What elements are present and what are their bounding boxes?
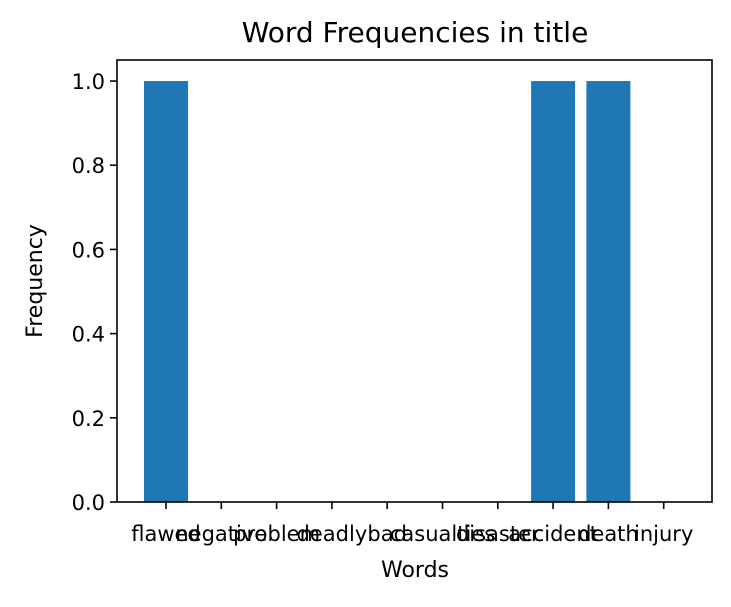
x-tick-label-negative: negative [175, 522, 267, 546]
y-tick-label: 0.4 [72, 323, 105, 347]
x-tick-label-deadly: deadly [297, 522, 368, 546]
bar-death [586, 81, 631, 503]
y-tick-label: 0.2 [72, 407, 105, 431]
x-tick-label-casualties: casualties [390, 522, 495, 546]
x-tick-label-problem: problem [233, 522, 320, 546]
x-tick-label-flawed: flawed [131, 522, 201, 546]
x-tick-label-accident: accident [508, 522, 598, 546]
y-axis-label: Frequency [23, 224, 48, 338]
plot-frame [116, 59, 713, 503]
y-tick-label: 0.6 [72, 238, 105, 262]
x-tick-label-death: death [578, 522, 639, 546]
x-axis-label: Words [381, 558, 449, 583]
bar-flawed [144, 81, 188, 503]
y-tick-label: 0.0 [72, 491, 105, 515]
x-tick-label-injury: injury [634, 522, 693, 546]
y-tick-label: 1.0 [72, 70, 105, 94]
chart-title: Word Frequencies in title [242, 16, 589, 49]
x-tick-label-bad: bad [367, 522, 407, 546]
y-ticks: 0.0 0.2 0.4 0.6 0.8 1.0 [72, 70, 117, 515]
bars-layer [144, 81, 631, 503]
y-tick-label: 0.8 [72, 154, 105, 178]
bar-accident [531, 81, 576, 503]
x-tick-label-disaster: disaster [456, 522, 540, 546]
